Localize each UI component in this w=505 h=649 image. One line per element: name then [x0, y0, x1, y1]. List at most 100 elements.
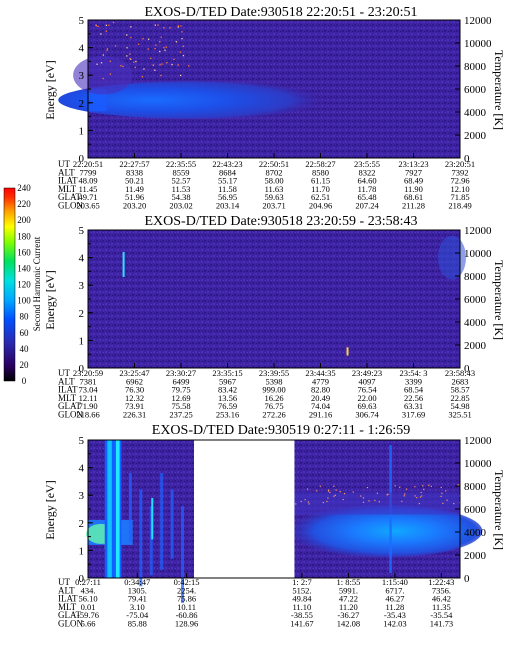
ephemeris-value: -35.54 — [430, 610, 453, 620]
ephemeris-value: 72.96 — [450, 176, 469, 186]
ephemeris-value: 23:49:23 — [352, 368, 382, 378]
colorbar-tick: 80 — [20, 312, 30, 322]
ephemeris-value: 64.60 — [357, 176, 376, 186]
ephemeris-value: 11.45 — [79, 184, 98, 194]
y2tick-label: 2000 — [464, 340, 487, 352]
colorbar-ticks: 0 20 40 60 80 100 120 140 160 180 200 220 240 — [17, 183, 31, 386]
ephemeris-value: 22.56 — [404, 393, 423, 403]
ephemeris-value: -60.86 — [176, 610, 198, 620]
speckle — [105, 24, 107, 26]
y2tick-label: 10000 — [464, 38, 492, 50]
heatmap-background — [88, 230, 460, 368]
speckle — [129, 53, 131, 55]
speckle — [143, 68, 145, 70]
speckle — [133, 61, 135, 63]
ephemeris-value: 63.31 — [404, 401, 423, 411]
ephemeris-value: 8580 — [312, 167, 329, 177]
ephemeris-value: 11.10 — [292, 602, 311, 612]
y2tick-label: 4000 — [464, 317, 487, 329]
thermal-band — [288, 504, 483, 558]
speckle — [374, 499, 376, 502]
ephemeris-value: 1:22:43 — [428, 577, 454, 587]
speckle — [163, 47, 165, 49]
speckle — [368, 500, 370, 502]
colorbar-tick: 100 — [17, 296, 31, 306]
broadband-burst-core — [115, 440, 120, 578]
y2tick-label: 10000 — [464, 248, 492, 260]
y2tick-label: 12000 — [464, 15, 492, 27]
ephemeris-value: 47.22 — [339, 594, 358, 604]
ephemeris-value: 204.96 — [309, 201, 332, 211]
burst-stripe — [151, 497, 154, 540]
ephemeris-value: 54.98 — [450, 401, 469, 411]
ephemeris-value: 325.51 — [448, 410, 471, 420]
speckle — [420, 491, 422, 494]
ephemeris-value: -35.43 — [384, 610, 406, 620]
speckle — [130, 26, 132, 28]
speckle — [181, 31, 183, 33]
ytick-label: 0 — [79, 573, 85, 585]
speckle — [182, 45, 184, 47]
ephemeris-value: 23:58:43 — [445, 368, 475, 378]
y2tick-label: 2000 — [464, 130, 487, 142]
speckle — [160, 74, 162, 77]
speckle — [419, 496, 421, 498]
ephemeris-row-label: GLON — [58, 619, 83, 629]
ephemeris-value: 0.01 — [81, 602, 96, 612]
ephemeris-row-label: GLAT — [58, 401, 81, 411]
ephemeris-value: 8338 — [126, 167, 143, 177]
ephemeris-value: 55.17 — [218, 176, 237, 186]
ephemeris-value: 16.26 — [264, 393, 283, 403]
ephemeris-value: 11.63 — [265, 184, 284, 194]
speckle — [300, 500, 302, 503]
ephemeris-value: 68.54 — [404, 385, 424, 395]
speckle — [154, 24, 156, 26]
ephemeris-value: 82.80 — [311, 385, 330, 395]
speckle — [386, 494, 388, 496]
speckle — [109, 73, 112, 75]
ephemeris-value: -59.76 — [77, 610, 99, 620]
speckle — [114, 45, 117, 47]
colorbar — [3, 187, 16, 382]
ephemeris-value: 69.63 — [357, 401, 376, 411]
speckle — [405, 488, 408, 490]
ephemeris-value: 58.00 — [264, 176, 283, 186]
ephemeris-value: 6962 — [126, 376, 143, 386]
spike-marker — [122, 252, 125, 277]
speckle — [335, 489, 337, 491]
speckle — [96, 63, 98, 65]
speckle — [165, 46, 167, 48]
ephemeris-value: 4097 — [359, 376, 376, 386]
speckle — [316, 490, 318, 492]
ephemeris-value: 20.49 — [311, 393, 330, 403]
speckle — [108, 24, 110, 26]
y2tick-label: 4000 — [464, 527, 487, 539]
panel3-y2label: Temperature [K] — [492, 470, 505, 550]
speckle — [166, 61, 168, 64]
ephemeris-value: 5398 — [266, 376, 283, 386]
speckle — [100, 33, 102, 35]
ephemeris-value: 0:42:15 — [174, 577, 200, 587]
speckle — [122, 65, 124, 68]
ephemeris-value: 203.71 — [262, 201, 285, 211]
panel2-title: EXOS-D/TED Date:930518 23:20:59 - 23:58:… — [145, 214, 418, 229]
speckle — [159, 50, 161, 53]
thermal-band — [58, 81, 327, 119]
ephemeris-value: 1: 8:55 — [336, 577, 360, 587]
ephemeris-value: 76.30 — [125, 385, 144, 395]
ephemeris-value: 73.91 — [125, 401, 144, 411]
ephemeris-value: 3399 — [405, 376, 422, 386]
speckle — [457, 484, 459, 486]
speckle — [177, 25, 180, 27]
y2tick-label: 8000 — [464, 481, 487, 493]
speckle — [109, 60, 111, 63]
ephemeris-value: 74.04 — [311, 401, 331, 411]
ephemeris-value: 12.32 — [125, 393, 144, 403]
ephemeris-value: 22:50:51 — [259, 159, 289, 169]
ephemeris-value: 23:13:23 — [398, 159, 428, 169]
ephemeris-row-label: UT — [58, 368, 70, 378]
ephemeris-value: 1305. — [128, 585, 147, 595]
ephemeris-value: 11.90 — [404, 184, 423, 194]
speckle — [308, 503, 310, 505]
ephemeris-value: 75.86 — [177, 594, 196, 604]
